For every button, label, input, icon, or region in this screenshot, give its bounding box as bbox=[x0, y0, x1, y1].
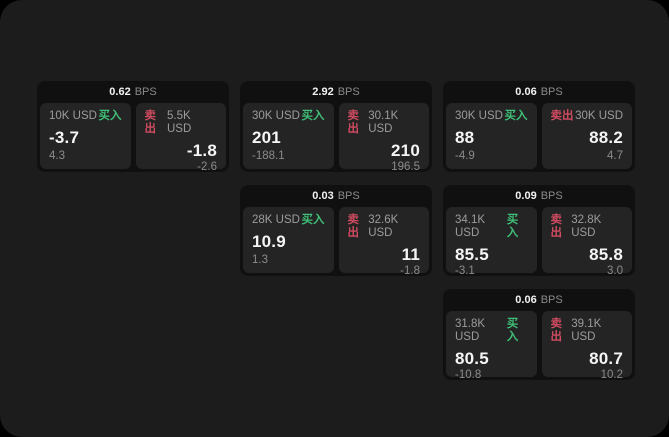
sell-sub-value: 4.7 bbox=[607, 150, 623, 162]
quote-card-body: 31.8K USD 买入 80.5 -10.8 卖出 39.1K USD 80.… bbox=[443, 311, 635, 380]
bps-value: 0.06 bbox=[515, 86, 537, 98]
bps-header: 0.06 BPS bbox=[443, 289, 635, 311]
buy-sub-value: -188.1 bbox=[252, 150, 285, 162]
buy-tile[interactable]: 10K USD 买入 -3.7 4.3 bbox=[40, 103, 131, 169]
sell-amount: 39.1K USD bbox=[571, 318, 602, 343]
bps-value: 0.09 bbox=[515, 190, 537, 202]
sell-side-tag[interactable]: 卖出 bbox=[550, 318, 563, 343]
sell-sub-value: 196.5 bbox=[391, 161, 420, 172]
sell-side-tag[interactable]: 卖出 bbox=[347, 214, 360, 239]
buy-sub-value: -3.1 bbox=[455, 265, 475, 276]
quote-card-body: 30K USD 买入 88 -4.9 卖出 30K USD 88.2 4.7 bbox=[443, 103, 635, 172]
bps-value: 0.03 bbox=[312, 190, 334, 202]
sell-price: -1.8 bbox=[186, 141, 217, 160]
buy-sub-value: 1.3 bbox=[252, 254, 268, 266]
sell-amount: 5.5K USD bbox=[166, 110, 192, 135]
buy-amount: 34.1K USD bbox=[455, 214, 486, 239]
sell-side-tag[interactable]: 卖出 bbox=[550, 110, 574, 122]
sell-side-tag[interactable]: 卖出 bbox=[144, 110, 157, 135]
sell-side-tag[interactable]: 卖出 bbox=[347, 110, 360, 135]
buy-tile[interactable]: 34.1K USD 买入 85.5 -3.1 bbox=[446, 207, 537, 276]
sell-tile[interactable]: 卖出 5.5K USD -1.8 -2.6 bbox=[135, 103, 226, 172]
buy-amount: 10K USD bbox=[49, 110, 97, 122]
buy-price: -3.7 bbox=[49, 128, 80, 147]
sell-amount: 30K USD bbox=[575, 110, 623, 122]
bps-unit-label: BPS bbox=[540, 190, 563, 202]
bps-unit-label: BPS bbox=[337, 86, 360, 98]
sell-sub-value: -1.8 bbox=[400, 265, 420, 276]
quote-card-body: 30K USD 买入 201 -188.1 卖出 30.1K USD 210 1… bbox=[240, 103, 432, 172]
bps-header: 2.92 BPS bbox=[240, 81, 432, 103]
quote-card: 0.62 BPS 10K USD 买入 -3.7 4.3 卖出 5.5K USD… bbox=[37, 81, 229, 172]
sell-tile[interactable]: 卖出 30K USD 88.2 4.7 bbox=[541, 103, 632, 169]
sell-side-tag[interactable]: 卖出 bbox=[550, 214, 563, 239]
bps-header: 0.03 BPS bbox=[240, 185, 432, 207]
buy-tile[interactable]: 30K USD 买入 201 -188.1 bbox=[243, 103, 334, 169]
buy-side-tag[interactable]: 买入 bbox=[301, 214, 325, 226]
buy-amount: 30K USD bbox=[455, 110, 503, 122]
buy-side-tag[interactable]: 买入 bbox=[301, 110, 325, 122]
buy-price: 88 bbox=[455, 128, 475, 147]
quote-card: 0.09 BPS 34.1K USD 买入 85.5 -3.1 卖出 32.8K… bbox=[443, 185, 635, 276]
bps-unit-label: BPS bbox=[134, 86, 157, 98]
quote-card-body: 34.1K USD 买入 85.5 -3.1 卖出 32.8K USD 85.8… bbox=[443, 207, 635, 276]
quote-card: 2.92 BPS 30K USD 买入 201 -188.1 卖出 30.1K … bbox=[240, 81, 432, 172]
buy-sub-value: 4.3 bbox=[49, 150, 65, 162]
bps-header: 0.62 BPS bbox=[37, 81, 229, 103]
buy-side-tag[interactable]: 买入 bbox=[506, 214, 519, 239]
sell-price: 85.8 bbox=[589, 245, 623, 264]
sell-tile[interactable]: 卖出 32.8K USD 85.8 3.0 bbox=[541, 207, 632, 276]
buy-amount: 30K USD bbox=[252, 110, 300, 122]
sell-price: 88.2 bbox=[589, 128, 623, 147]
buy-side-tag[interactable]: 买入 bbox=[98, 110, 122, 122]
quote-card-body: 10K USD 买入 -3.7 4.3 卖出 5.5K USD -1.8 -2.… bbox=[37, 103, 229, 172]
buy-tile[interactable]: 31.8K USD 买入 80.5 -10.8 bbox=[446, 311, 537, 380]
bps-header: 0.06 BPS bbox=[443, 81, 635, 103]
quote-card: 0.06 BPS 30K USD 买入 88 -4.9 卖出 30K USD 8… bbox=[443, 81, 635, 172]
bps-header: 0.09 BPS bbox=[443, 185, 635, 207]
buy-price: 201 bbox=[252, 128, 281, 147]
bps-unit-label: BPS bbox=[337, 190, 360, 202]
bps-value: 2.92 bbox=[312, 86, 334, 98]
buy-sub-value: -4.9 bbox=[455, 150, 475, 162]
sell-amount: 32.8K USD bbox=[571, 214, 602, 239]
buy-price: 10.9 bbox=[252, 232, 286, 251]
buy-amount: 31.8K USD bbox=[455, 318, 486, 343]
buy-price: 85.5 bbox=[455, 245, 489, 264]
sell-tile[interactable]: 卖出 30.1K USD 210 196.5 bbox=[338, 103, 429, 172]
sell-tile[interactable]: 卖出 39.1K USD 80.7 10.2 bbox=[541, 311, 632, 380]
buy-tile[interactable]: 30K USD 买入 88 -4.9 bbox=[446, 103, 537, 169]
sell-amount: 32.6K USD bbox=[368, 214, 399, 239]
bps-value: 0.62 bbox=[109, 86, 131, 98]
sell-price: 210 bbox=[391, 141, 420, 160]
quote-card: 0.06 BPS 31.8K USD 买入 80.5 -10.8 卖出 39.1… bbox=[443, 289, 635, 380]
bps-value: 0.06 bbox=[515, 294, 537, 306]
sell-price: 11 bbox=[401, 245, 420, 264]
buy-tile[interactable]: 28K USD 买入 10.9 1.3 bbox=[243, 207, 334, 273]
buy-price: 80.5 bbox=[455, 349, 489, 368]
buy-side-tag[interactable]: 买入 bbox=[504, 110, 528, 122]
buy-amount: 28K USD bbox=[252, 214, 300, 226]
bps-unit-label: BPS bbox=[540, 86, 563, 98]
sell-price: 80.7 bbox=[589, 349, 623, 368]
sell-tile[interactable]: 卖出 32.6K USD 11 -1.8 bbox=[338, 207, 429, 276]
sell-sub-value: -2.6 bbox=[197, 161, 217, 172]
buy-sub-value: -10.8 bbox=[455, 369, 482, 380]
quote-card: 0.03 BPS 28K USD 买入 10.9 1.3 卖出 32.6K US… bbox=[240, 185, 432, 276]
bps-unit-label: BPS bbox=[540, 294, 563, 306]
quote-card-body: 28K USD 买入 10.9 1.3 卖出 32.6K USD 11 -1.8 bbox=[240, 207, 432, 276]
sell-sub-value: 10.2 bbox=[600, 369, 623, 380]
sell-sub-value: 3.0 bbox=[607, 265, 623, 276]
sell-amount: 30.1K USD bbox=[368, 110, 399, 135]
buy-side-tag[interactable]: 买入 bbox=[506, 318, 519, 343]
